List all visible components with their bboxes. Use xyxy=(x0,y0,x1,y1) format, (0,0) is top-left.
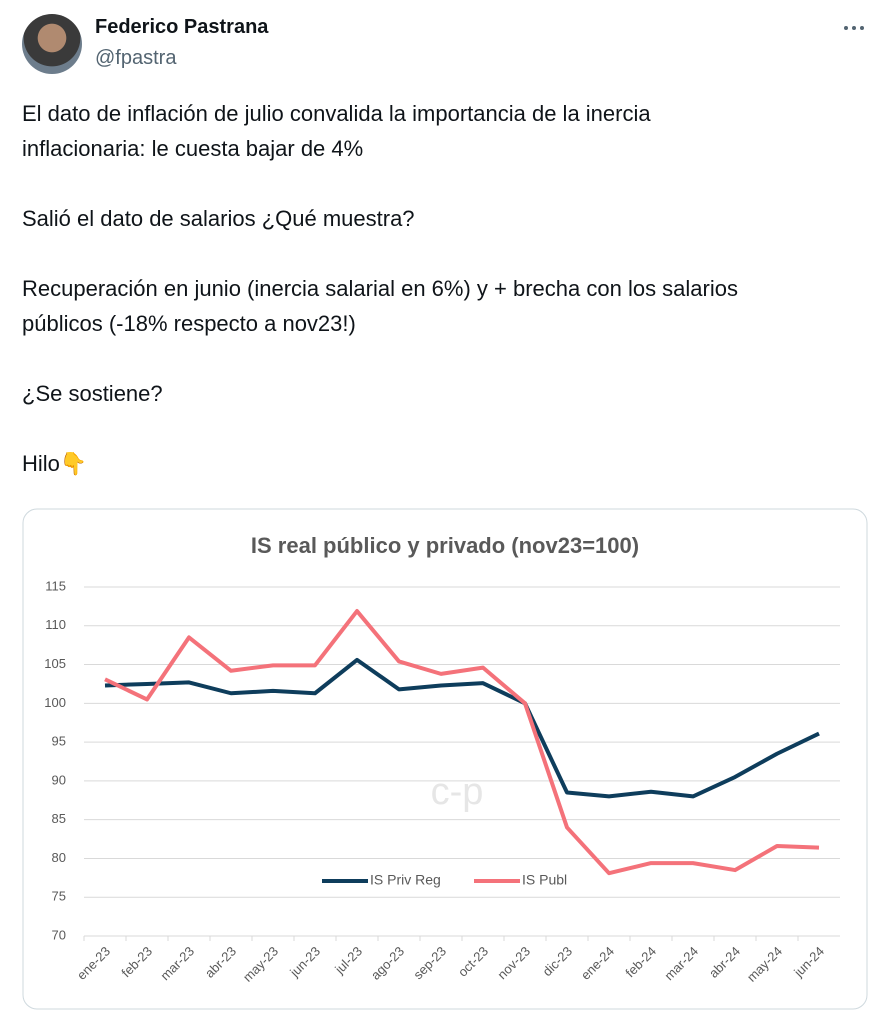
text-line: públicos (-18% respecto a nov23!) xyxy=(22,311,356,336)
y-tick-label: 105 xyxy=(44,656,66,671)
text-line: ¿Se sostiene? xyxy=(22,381,163,406)
chart[interactable]: IS real público y privado (nov23=100) c-… xyxy=(0,500,889,1020)
y-tick-label: 75 xyxy=(52,889,66,904)
text-line: Hilo👇 xyxy=(22,451,88,476)
paragraph: Recuperación en junio (inercia salarial … xyxy=(22,271,872,341)
y-tick-label: 110 xyxy=(45,617,66,632)
tweet-text: El dato de inflación de julio convalida … xyxy=(22,96,872,516)
y-tick-label: 85 xyxy=(52,811,66,826)
text-line: Salió el dato de salarios ¿Qué muestra? xyxy=(22,206,415,231)
watermark: c-p xyxy=(431,771,484,813)
series-line xyxy=(104,657,820,799)
series-line xyxy=(104,609,820,876)
more-menu[interactable] xyxy=(840,22,870,34)
chart-card xyxy=(22,508,868,1010)
y-tick-label: 90 xyxy=(52,772,66,787)
text-line: inflacionaria: le cuesta bajar de 4% xyxy=(22,136,364,161)
paragraph: Salió el dato de salarios ¿Qué muestra? xyxy=(22,201,872,236)
chart-title: IS real público y privado (nov23=100) xyxy=(251,533,639,558)
avatar[interactable] xyxy=(22,14,82,74)
y-tick-label: 115 xyxy=(45,578,66,593)
legend-label: IS Publ xyxy=(522,872,567,888)
author-name[interactable]: Federico Pastrana xyxy=(95,16,269,38)
author-handle[interactable]: @fpastra xyxy=(95,47,177,69)
y-tick-label: 95 xyxy=(52,734,66,749)
text-line: El dato de inflación de julio convalida … xyxy=(22,101,651,126)
y-tick-label: 70 xyxy=(52,927,66,942)
legend-label: IS Priv Reg xyxy=(370,872,441,888)
paragraph: Hilo👇 xyxy=(22,446,872,481)
y-tick-label: 100 xyxy=(44,695,66,710)
paragraph: El dato de inflación de julio convalida … xyxy=(22,96,872,166)
paragraph: ¿Se sostiene? xyxy=(22,376,872,411)
y-tick-label: 80 xyxy=(52,850,66,865)
text-line: Recuperación en junio (inercia salarial … xyxy=(22,276,738,301)
